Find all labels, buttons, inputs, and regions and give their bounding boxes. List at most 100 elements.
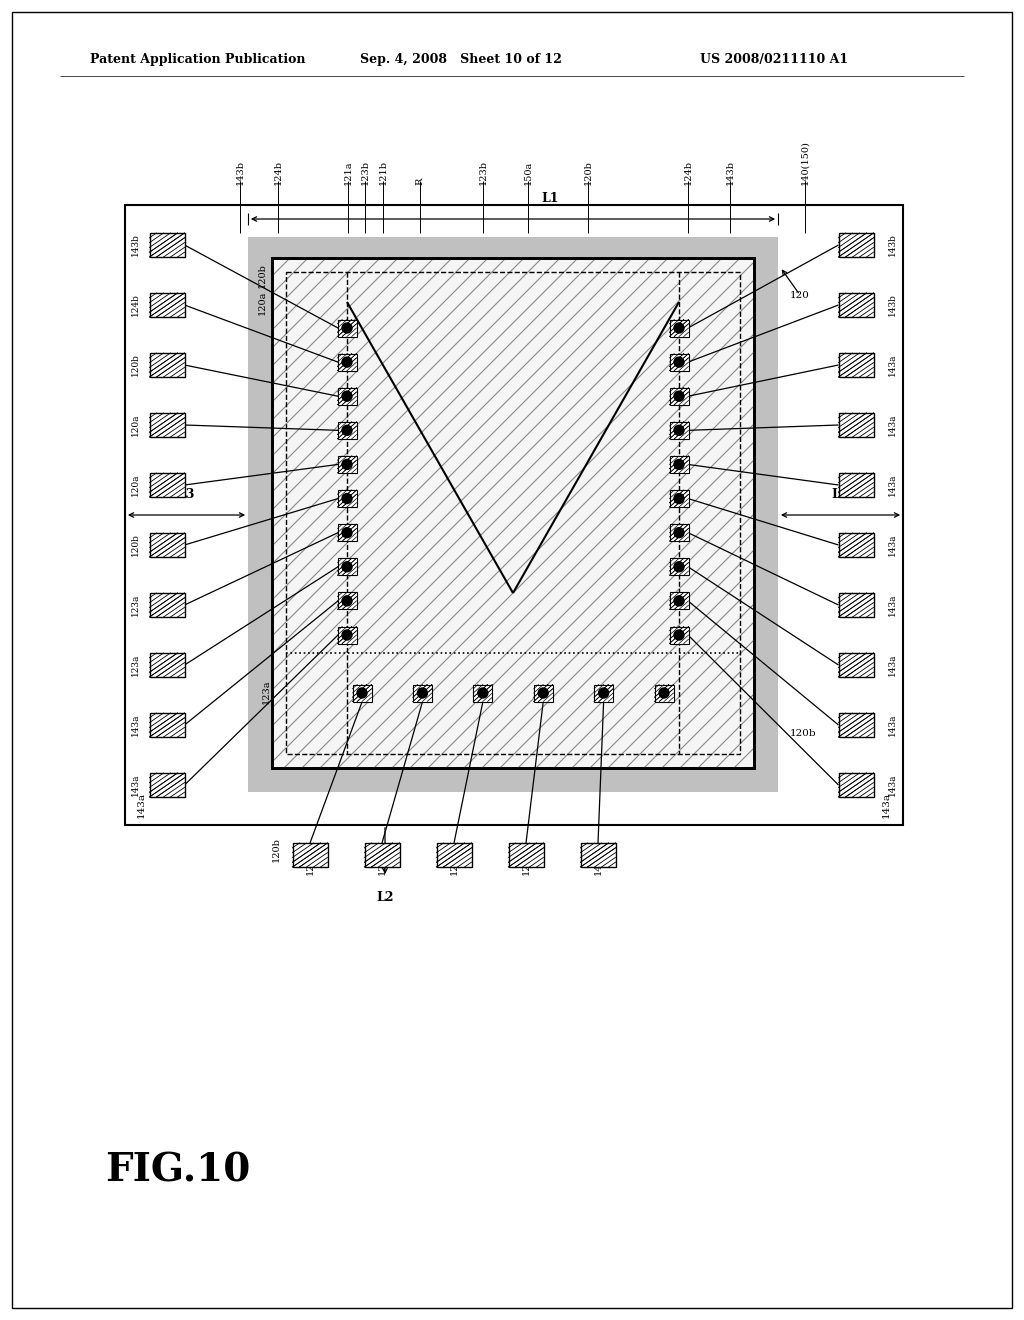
Bar xyxy=(839,653,873,677)
Text: 143b: 143b xyxy=(725,160,734,185)
Text: 120b: 120b xyxy=(790,730,816,738)
Bar xyxy=(670,627,688,644)
Bar xyxy=(338,627,356,644)
Text: 120a: 120a xyxy=(258,290,267,315)
Bar xyxy=(839,593,873,616)
Bar xyxy=(248,238,778,792)
Bar xyxy=(365,843,399,867)
Circle shape xyxy=(342,391,352,401)
Bar xyxy=(839,293,873,317)
Circle shape xyxy=(674,595,684,606)
Text: 123b: 123b xyxy=(478,160,487,185)
Text: 143a: 143a xyxy=(882,792,891,818)
Circle shape xyxy=(418,688,427,698)
Bar xyxy=(150,653,184,677)
Bar xyxy=(670,455,688,473)
Text: 123a: 123a xyxy=(131,653,140,676)
Text: 143b: 143b xyxy=(888,234,897,256)
Text: 143a: 143a xyxy=(888,714,897,737)
Text: 124b: 124b xyxy=(131,293,140,317)
Bar xyxy=(150,413,184,437)
Text: 120b: 120b xyxy=(305,850,314,875)
Bar xyxy=(509,843,544,867)
Bar xyxy=(839,352,873,378)
Circle shape xyxy=(674,358,684,367)
Text: 143b: 143b xyxy=(236,160,245,185)
Bar xyxy=(670,354,688,371)
Bar xyxy=(150,533,184,557)
Text: 143a: 143a xyxy=(888,474,897,496)
Text: 143a: 143a xyxy=(888,533,897,556)
Circle shape xyxy=(674,494,684,503)
Text: 123a: 123a xyxy=(450,850,459,875)
Text: L2: L2 xyxy=(376,891,394,904)
Bar xyxy=(338,490,356,507)
Circle shape xyxy=(342,459,352,470)
Text: 143b: 143b xyxy=(888,293,897,317)
Bar xyxy=(125,205,903,825)
Text: 120b: 120b xyxy=(271,837,281,862)
Text: 123b: 123b xyxy=(360,160,370,185)
Circle shape xyxy=(674,459,684,470)
Text: 143b: 143b xyxy=(131,234,140,256)
Bar xyxy=(839,234,873,257)
Bar xyxy=(338,354,356,371)
Text: 124b: 124b xyxy=(273,160,283,185)
Text: 143a: 143a xyxy=(888,653,897,676)
Bar xyxy=(594,685,613,701)
Text: 150a: 150a xyxy=(523,161,532,185)
Bar xyxy=(670,524,688,541)
Bar xyxy=(150,473,184,498)
Circle shape xyxy=(674,562,684,572)
Bar xyxy=(338,455,356,473)
Text: 143a: 143a xyxy=(131,774,140,796)
Circle shape xyxy=(357,688,367,698)
Circle shape xyxy=(342,528,352,537)
Bar xyxy=(272,257,754,768)
Bar xyxy=(338,524,356,541)
Text: 124a: 124a xyxy=(521,850,530,875)
Text: FIG.10: FIG.10 xyxy=(105,1151,251,1189)
Bar xyxy=(670,319,688,337)
Circle shape xyxy=(478,688,487,698)
Bar xyxy=(839,713,873,737)
Text: 124b: 124b xyxy=(683,160,692,185)
Text: R: R xyxy=(416,178,425,185)
Circle shape xyxy=(539,688,548,698)
Bar xyxy=(338,388,356,405)
Bar xyxy=(150,774,184,797)
Bar xyxy=(338,593,356,610)
Bar xyxy=(150,234,184,257)
Bar xyxy=(839,774,873,797)
Bar xyxy=(534,685,553,701)
Bar xyxy=(839,533,873,557)
Circle shape xyxy=(674,528,684,537)
Text: 120b: 120b xyxy=(258,264,267,289)
Text: 123a: 123a xyxy=(131,594,140,616)
Text: 143a: 143a xyxy=(594,850,602,875)
Text: 143a: 143a xyxy=(131,714,140,737)
Bar xyxy=(670,422,688,438)
Bar xyxy=(670,388,688,405)
Bar xyxy=(839,413,873,437)
Circle shape xyxy=(674,630,684,640)
Circle shape xyxy=(342,595,352,606)
Text: 120a: 120a xyxy=(131,413,140,436)
Text: 123a: 123a xyxy=(262,680,271,705)
Text: 143a: 143a xyxy=(888,594,897,616)
Text: 121b: 121b xyxy=(379,160,387,185)
Bar xyxy=(338,422,356,438)
Text: 143a: 143a xyxy=(888,413,897,436)
Circle shape xyxy=(674,391,684,401)
Bar xyxy=(654,685,674,701)
Text: 120b: 120b xyxy=(131,354,140,376)
Text: 121a: 121a xyxy=(343,161,352,185)
Circle shape xyxy=(599,688,608,698)
Bar xyxy=(436,843,471,867)
Text: 120: 120 xyxy=(790,290,810,300)
Bar xyxy=(150,593,184,616)
Circle shape xyxy=(342,494,352,503)
Bar xyxy=(581,843,615,867)
Text: Sep. 4, 2008   Sheet 10 of 12: Sep. 4, 2008 Sheet 10 of 12 xyxy=(360,54,562,66)
Bar xyxy=(293,843,328,867)
